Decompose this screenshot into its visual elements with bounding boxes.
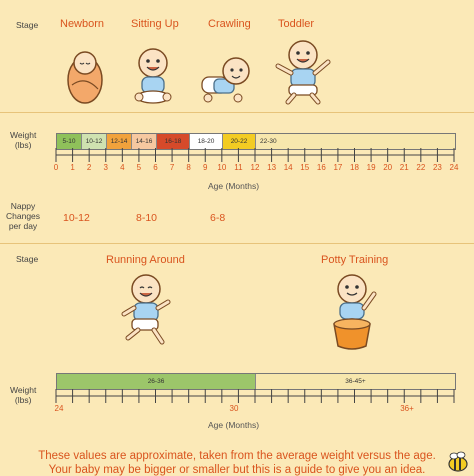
age-tick-label: 8 [186,163,191,172]
nappy-count-newborn: 10-12 [63,212,90,224]
weight-seg-6: 20-22 [223,134,256,149]
age-tick-36plus: 36+ [400,404,414,413]
potty-child-icon [333,274,377,350]
age-tick-label: 14 [283,163,293,172]
axis-label-infant: Age (Months) [208,181,260,191]
age-tick-label: 24 [449,163,459,172]
nappy-label-line1: Nappy [10,201,36,211]
stage-label-2: Stage [16,254,39,264]
stage-toddler: Toddler [278,18,315,30]
age-tick-24: 24 [54,404,64,413]
age-tick-label: 22 [416,163,426,172]
footer-note-line1: These values are approximate, taken from… [38,450,436,462]
toddler-icon [275,40,331,105]
weight-seg-toddler-0: 26-36 [57,374,256,389]
axis-label-toddler: Age (Months) [208,420,260,430]
nappy-label-line2: Changes [6,211,41,221]
stage-sitting-up: Sitting Up [131,18,179,30]
age-tick-label: 7 [169,163,175,172]
weight-seg-2: 12-14 [107,134,132,149]
age-tick-label: 18 [350,163,359,172]
running-child-icon [121,274,171,345]
age-tick-label: 0 [53,163,59,172]
swaddled-baby-icon [67,51,103,104]
age-tick-label: 17 [333,163,343,172]
age-tick-label: 1 [70,163,75,172]
divider-top [0,112,474,113]
weight-seg-7: 22-30 [256,134,455,149]
age-tick-label: 13 [267,163,277,172]
weight-seg-0: 5-10 [57,134,82,149]
age-tick-label: 10 [217,163,227,172]
weight-seg-3: 14-16 [132,134,157,149]
stage-newborn: Newborn [60,18,105,30]
age-ruler-infant [55,148,455,162]
nappy-count-crawling: 6-8 [210,212,226,224]
weight-label-2: Weight (lbs) [10,385,36,405]
age-ruler-toddler [55,389,455,403]
sitting-baby-icon [134,48,172,104]
bee-icon [448,451,468,472]
age-tick-label: 2 [86,163,92,172]
divider-middle [0,243,474,244]
age-tick-label: 19 [366,163,376,172]
nappy-label-line3: per day [8,221,38,231]
stage-crawling: Crawling [208,18,251,30]
weight-label-2-line1: Weight [10,385,37,395]
age-tick-label: 15 [300,163,310,172]
age-tick-label: 3 [103,163,108,172]
age-tick-label: 12 [250,163,260,172]
weight-seg-5: 18-20 [190,134,223,149]
stage-potty-training: Potty Training [321,254,389,266]
footer-note-line2: Your baby may be bigger or smaller but t… [48,464,426,476]
weight-bar-infant: 5-10 10-12 12-14 14-16 16-18 18-20 20-22… [56,133,456,150]
weight-label: Weight (lbs) [10,130,36,150]
weight-label-line1: Weight [10,130,37,140]
nappy-label: Nappy Changes per day [6,201,40,231]
age-tick-label: 6 [153,163,158,172]
weight-label-2-line2: (lbs) [14,395,32,405]
age-tick-label: 21 [399,163,409,172]
weight-label-line2: (lbs) [14,140,32,150]
age-tick-label: 9 [203,163,208,172]
stage-running-around: Running Around [106,254,185,266]
weight-seg-4: 16-18 [157,134,190,149]
age-tick-label: 16 [316,163,326,172]
nappy-count-sitting: 8-10 [136,212,158,224]
age-tick-30: 30 [229,404,239,413]
weight-bar-toddler: 26-36 36-45+ [56,373,456,390]
weight-seg-toddler-1: 36-45+ [256,374,455,389]
age-tick-label: 4 [120,163,125,172]
stage-label: Stage [16,20,39,30]
age-tick-label: 20 [383,163,393,172]
age-tick-label: 23 [432,163,442,172]
crawling-baby-icon [201,57,250,103]
weight-seg-1: 10-12 [82,134,107,149]
age-tick-label: 5 [136,163,142,172]
age-tick-label: 11 [234,163,243,172]
